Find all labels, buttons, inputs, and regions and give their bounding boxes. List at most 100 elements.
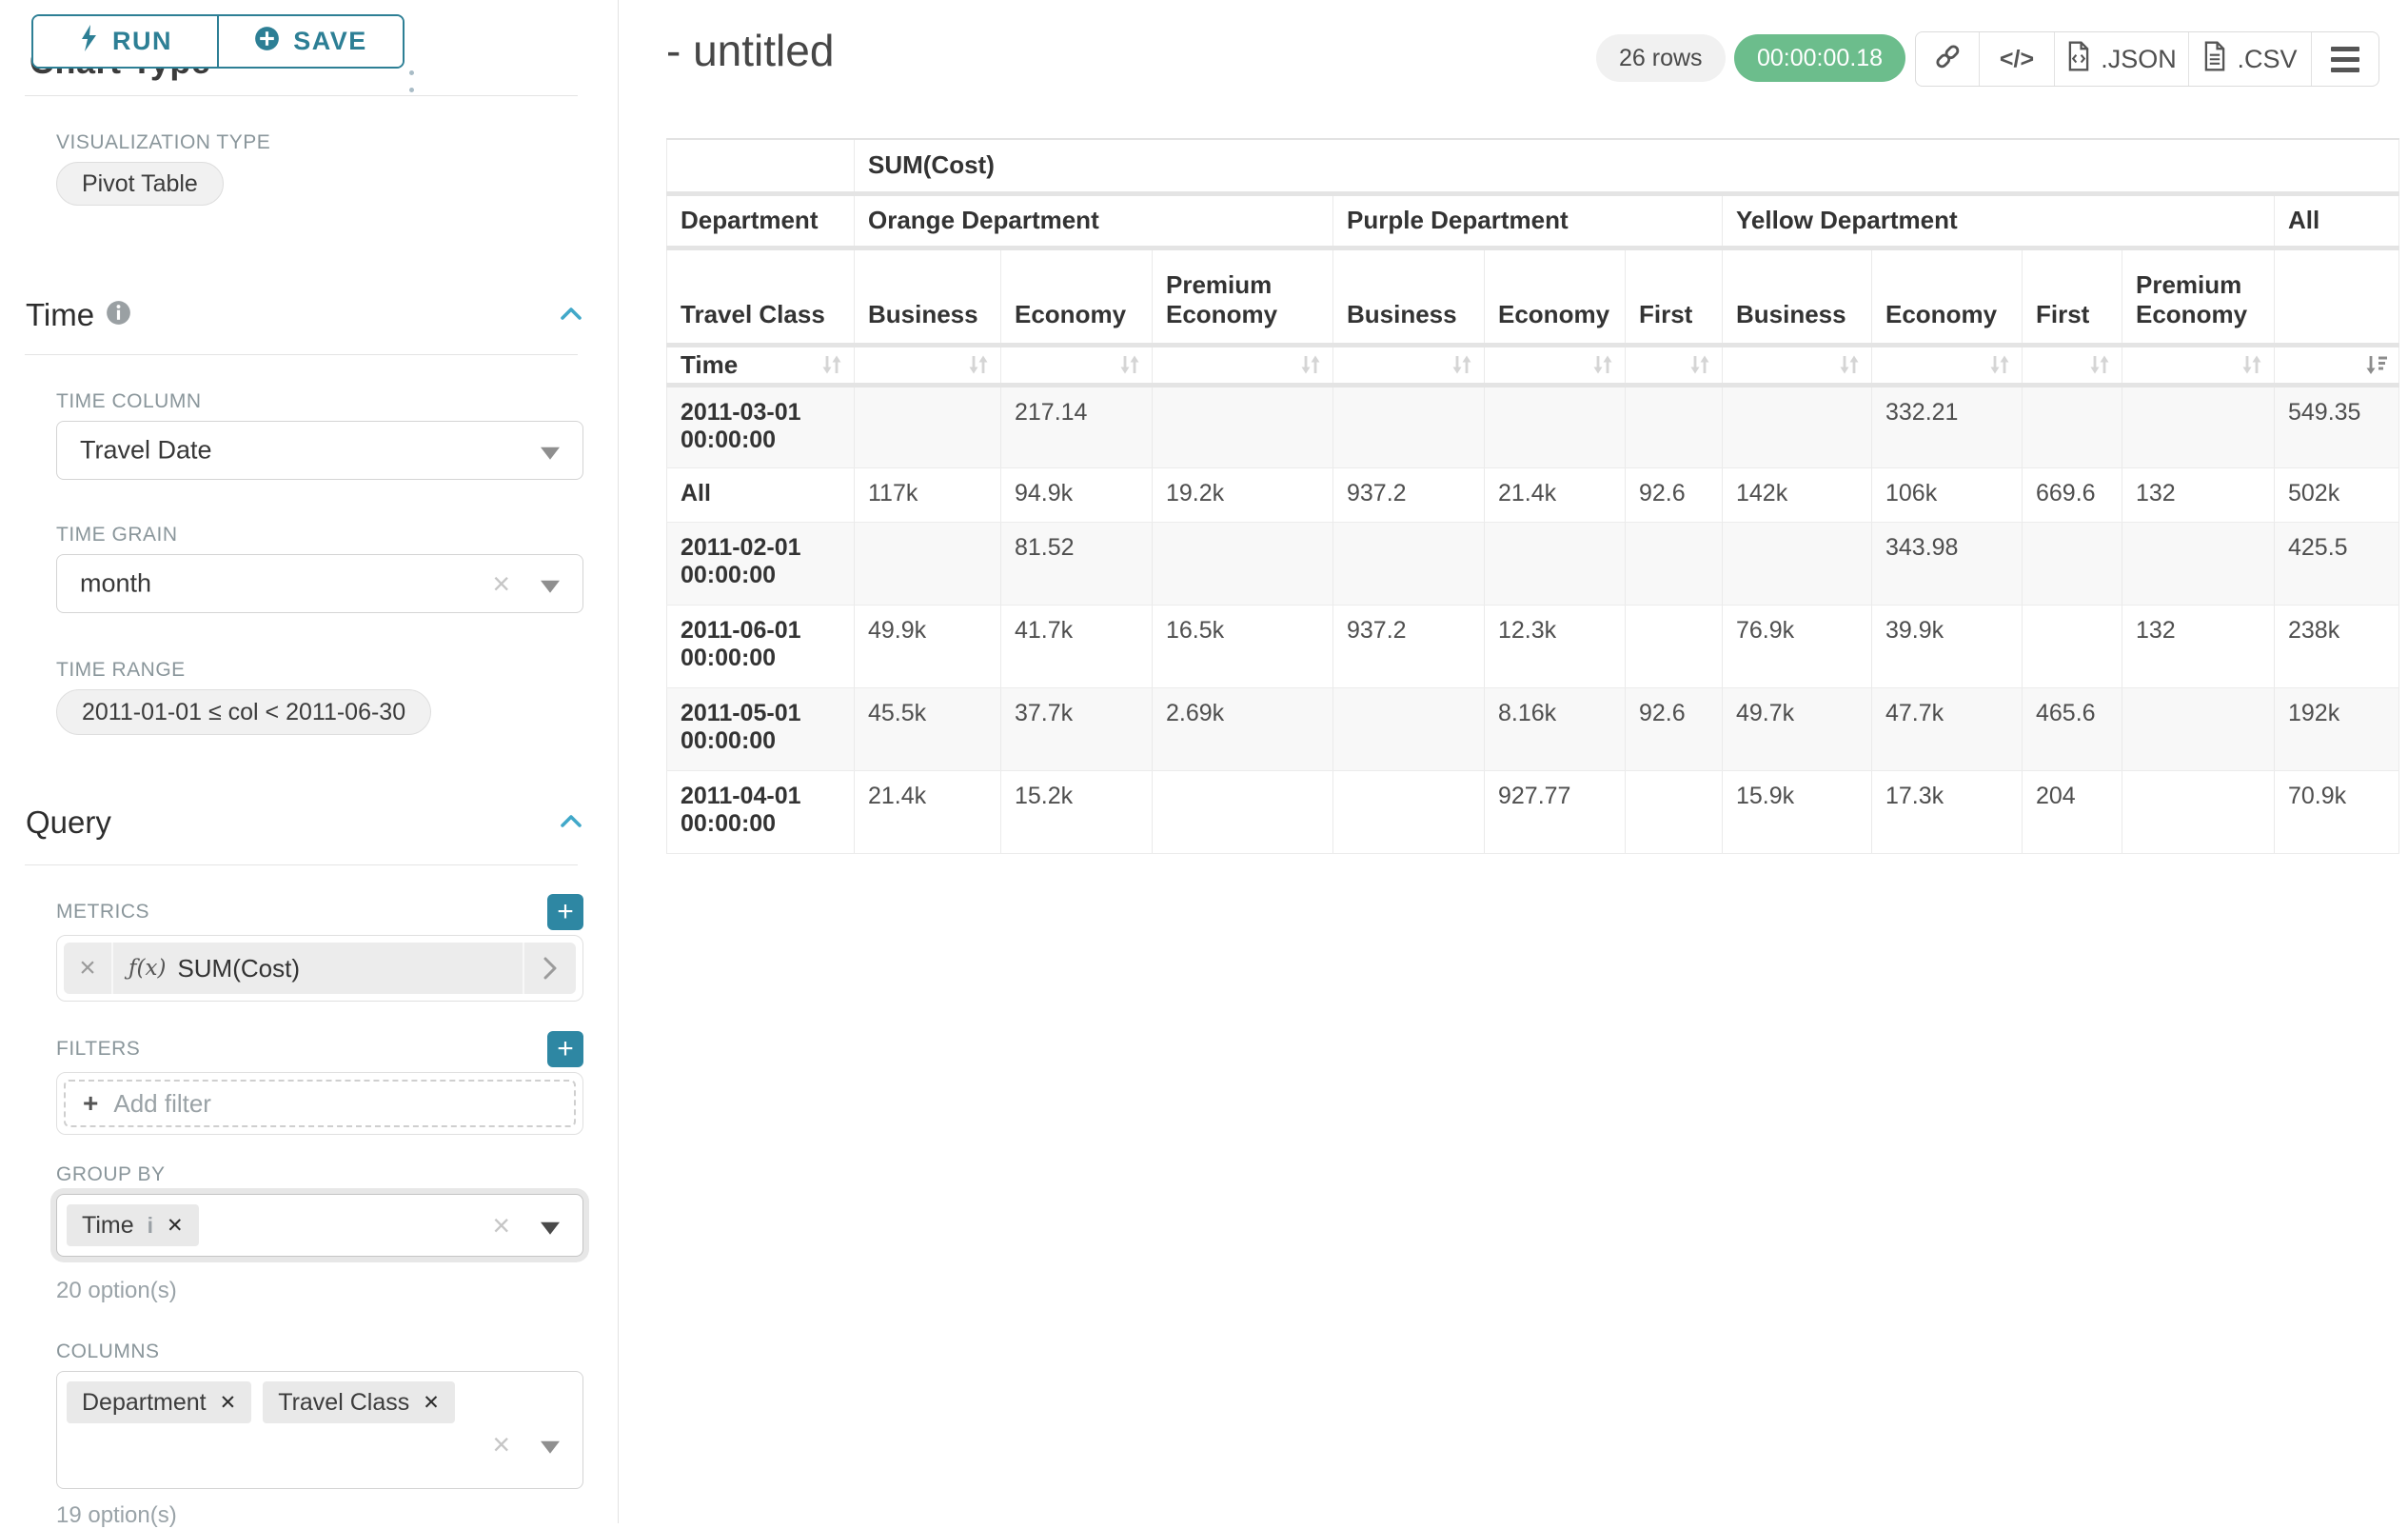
visualization-type-pill[interactable]: Pivot Table	[56, 162, 224, 206]
clear-icon[interactable]: ×	[492, 1208, 510, 1242]
columns-options-hint: 19 option(s)	[56, 1502, 177, 1528]
pivot-value-cell	[854, 385, 1001, 468]
pivot-sort-cell	[2122, 345, 2275, 387]
pivot-table-container: SUM(Cost) Department Orange Department Purp…	[666, 138, 2399, 854]
embed-code-button[interactable]: </>	[1980, 32, 2055, 86]
pivot-value-cell: 502k	[2274, 467, 2399, 523]
pivot-value-cell	[1625, 522, 1723, 606]
run-button[interactable]: RUN	[33, 16, 217, 67]
pivot-row-label: 2011-03-01 00:00:00	[666, 385, 855, 468]
pivot-row-label: All	[666, 467, 855, 523]
pivot-sort-cell	[1625, 345, 1723, 387]
selected-tag[interactable]: Travel Class ✕	[263, 1381, 455, 1423]
sort-icon[interactable]	[1450, 353, 1474, 376]
file-code-icon	[2066, 41, 2091, 78]
pivot-sort-cell	[1000, 345, 1153, 387]
truncated-icon-dots	[409, 63, 432, 92]
pivot-value-cell: 21.4k	[1484, 467, 1626, 523]
pivot-row-label: 2011-05-01 00:00:00	[666, 687, 855, 771]
query-section-title: Query	[26, 804, 111, 840]
export-csv-button[interactable]: .CSV	[2189, 32, 2312, 86]
sort-desc-active-icon[interactable]	[2364, 353, 2389, 376]
visualization-type-label: VISUALIZATION TYPE	[56, 131, 271, 153]
pivot-value-cell: 937.2	[1332, 467, 1485, 523]
time-section-title: Time	[26, 297, 95, 332]
metric-label: ƒ(x) SUM(Cost)	[128, 953, 300, 983]
clear-icon[interactable]: ×	[492, 566, 510, 601]
sort-icon[interactable]	[1298, 353, 1323, 376]
pivot-sort-cell	[2022, 345, 2122, 387]
export-csv-label: .CSV	[2237, 44, 2298, 73]
sort-icon[interactable]	[1117, 353, 1142, 376]
export-json-button[interactable]: .JSON	[2055, 32, 2189, 86]
remove-metric-icon[interactable]: ×	[64, 943, 113, 994]
pivot-column-header: First	[1625, 248, 1723, 348]
code-icon: </>	[1999, 45, 2035, 72]
sort-icon[interactable]	[2087, 353, 2112, 376]
pivot-column-header: Business	[1722, 248, 1872, 348]
pivot-value-cell: 238k	[2274, 605, 2399, 688]
pivot-sort-cell	[1871, 345, 2023, 387]
remove-tag-icon[interactable]: ✕	[219, 1391, 237, 1414]
metric-item[interactable]: × ƒ(x) SUM(Cost)	[64, 943, 576, 994]
chevron-up-icon[interactable]	[559, 305, 583, 327]
pivot-value-cell: 12.3k	[1484, 605, 1626, 688]
selected-tag[interactable]: Time i ✕	[67, 1204, 199, 1246]
control-panel: Chart Type RUN SAVE VISUALIZATION TYPE P…	[0, 0, 619, 1528]
info-icon[interactable]: i	[147, 1212, 154, 1238]
metrics-field-header: METRICS +	[56, 893, 583, 931]
share-link-button[interactable]	[1916, 32, 1980, 86]
remove-tag-icon[interactable]: ✕	[423, 1391, 440, 1414]
pivot-value-cell: 332.21	[1871, 385, 2023, 468]
sort-icon[interactable]	[1688, 353, 1712, 376]
sort-icon[interactable]	[966, 353, 991, 376]
pivot-value-cell: 117k	[854, 467, 1001, 523]
pivot-value-cell: 343.98	[1871, 522, 2023, 606]
pivot-row-label: 2011-04-01 00:00:00	[666, 770, 855, 854]
pivot-value-cell	[1152, 522, 1333, 606]
pivot-value-cell: 41.7k	[1000, 605, 1153, 688]
pivot-value-cell	[1152, 385, 1333, 468]
pivot-value-cell: 17.3k	[1871, 770, 2023, 854]
pivot-table-row: 2011-06-01 00:00:00 49.9k 41.7k 16.5k 937.2 1…	[666, 605, 2399, 688]
pivot-value-cell	[2122, 687, 2275, 771]
pivot-value-cell	[1484, 522, 1626, 606]
caret-down-icon	[541, 1440, 560, 1454]
columns-select[interactable]: Department ✕ Travel Class ✕ ×	[56, 1371, 583, 1489]
sort-icon[interactable]	[819, 353, 844, 376]
sort-icon[interactable]	[1590, 353, 1615, 376]
chevron-up-icon[interactable]	[559, 812, 583, 834]
sort-icon[interactable]	[1987, 353, 2012, 376]
save-button[interactable]: SAVE	[217, 16, 403, 67]
time-range-pill[interactable]: 2011-01-01 ≤ col < 2011-06-30	[56, 689, 432, 735]
pivot-value-cell: 37.7k	[1000, 687, 1153, 771]
sort-icon[interactable]	[1837, 353, 1862, 376]
pivot-column-group-header: Yellow Department	[1722, 193, 2275, 250]
chart-title: - untitled	[666, 26, 835, 75]
caret-down-icon	[541, 580, 560, 593]
pivot-value-cell: 2.69k	[1152, 687, 1333, 771]
add-filter-dropzone[interactable]: + Add filter	[64, 1080, 576, 1127]
info-circle-icon[interactable]	[106, 300, 131, 330]
time-column-select[interactable]: Travel Date	[56, 421, 583, 480]
time-column-label: TIME COLUMN	[56, 390, 202, 412]
pivot-value-cell	[2122, 522, 2275, 606]
remove-tag-icon[interactable]: ✕	[167, 1214, 184, 1237]
selected-tag[interactable]: Department ✕	[67, 1381, 252, 1423]
pivot-value-cell	[1332, 522, 1485, 606]
group-by-select[interactable]: Time i ✕ ×	[56, 1194, 583, 1257]
sort-icon[interactable]	[2240, 353, 2264, 376]
pivot-column-header	[2274, 248, 2399, 348]
group-by-label: GROUP BY	[56, 1163, 166, 1185]
function-fx-icon: ƒ(x)	[128, 956, 167, 981]
clear-icon[interactable]: ×	[492, 1426, 510, 1461]
pivot-table-row: 2011-04-01 00:00:00 21.4k 15.2k 927.77 15.9k…	[666, 770, 2399, 854]
add-filter-button[interactable]: +	[547, 1031, 583, 1067]
chart-menu-button[interactable]	[2312, 32, 2378, 86]
pivot-value-cell: 669.6	[2022, 467, 2122, 523]
chevron-right-icon[interactable]	[523, 943, 576, 994]
time-grain-label: TIME GRAIN	[56, 524, 178, 546]
add-metric-button[interactable]: +	[547, 894, 583, 930]
time-grain-select[interactable]: month ×	[56, 554, 583, 613]
pivot-value-cell	[2122, 385, 2275, 468]
